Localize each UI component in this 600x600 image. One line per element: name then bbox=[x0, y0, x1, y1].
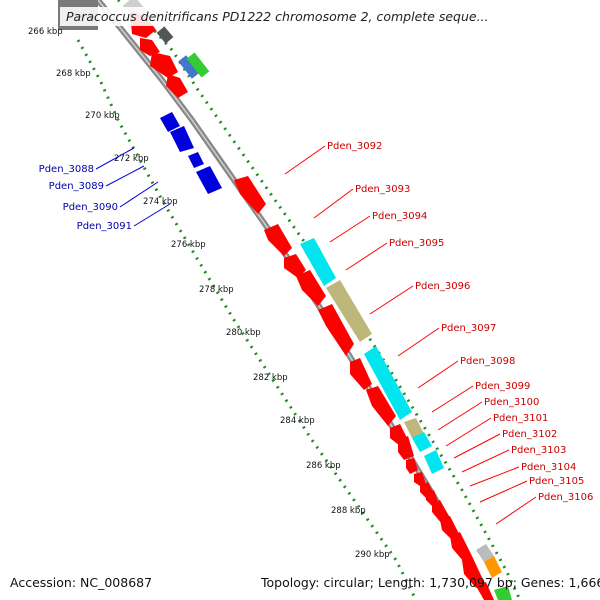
accession-text: Accession: NC_008687 bbox=[10, 575, 153, 590]
gene-label-leader bbox=[119, 181, 159, 208]
gene-top-3 bbox=[150, 52, 178, 78]
inner-tick-ring bbox=[76, 39, 418, 600]
tick-label: 274 kbp bbox=[143, 197, 178, 207]
gene-3102 bbox=[414, 472, 426, 486]
gene-label-forward: Pden_3097 bbox=[441, 323, 496, 334]
forward-genes bbox=[130, 12, 494, 600]
tick-label: 270 kbp bbox=[85, 111, 120, 121]
gene-label-forward: Pden_3104 bbox=[521, 462, 576, 473]
tick-label: 278 kbp bbox=[199, 285, 234, 295]
tick-label: 268 kbp bbox=[56, 69, 91, 79]
tick-label: 286 kbp bbox=[306, 461, 341, 471]
gene-3089 bbox=[170, 126, 194, 152]
gene-3094 bbox=[284, 254, 306, 278]
gene-label-leader bbox=[345, 242, 388, 271]
feature-blue-top bbox=[178, 55, 200, 79]
gene-3101 bbox=[406, 458, 418, 474]
gene-label-leader bbox=[431, 385, 474, 413]
tick-label: 266 kbp bbox=[28, 27, 63, 37]
gene-label-forward: Pden_3102 bbox=[502, 429, 557, 440]
gene-3104 bbox=[426, 490, 438, 506]
gene-3098 bbox=[366, 386, 396, 426]
feature-darkgray-top bbox=[156, 26, 174, 44]
gene-3100 bbox=[398, 436, 414, 460]
gene-label-leader bbox=[437, 401, 483, 431]
gray-feature-bottom bbox=[476, 544, 494, 562]
tick-label: 290 kbp bbox=[355, 550, 390, 560]
gene-label-leader bbox=[369, 285, 414, 315]
gene-label-forward: Pden_3099 bbox=[475, 381, 530, 392]
tick-label: 284 kbp bbox=[280, 416, 315, 426]
gene-top-2 bbox=[140, 38, 160, 56]
gene-label-leader bbox=[479, 480, 528, 503]
outer-features bbox=[300, 238, 512, 600]
gene-3093 bbox=[264, 224, 292, 256]
gene-bottom-2 bbox=[462, 556, 484, 588]
cyan-feature-1 bbox=[300, 238, 336, 286]
gene-bottom-3 bbox=[476, 582, 494, 600]
gene-label-forward: Pden_3100 bbox=[484, 397, 539, 408]
backbone bbox=[95, 0, 493, 600]
gene-3096 bbox=[318, 304, 354, 356]
gene-label-forward: Pden_3095 bbox=[389, 238, 444, 249]
gene-label-leader bbox=[417, 360, 459, 389]
tick-label: 288 kbp bbox=[331, 506, 366, 516]
gene-label-forward: Pden_3096 bbox=[415, 281, 470, 292]
gene-label-reverse: Pden_3088 bbox=[39, 164, 94, 175]
cyan-feature-2 bbox=[364, 346, 412, 420]
gene-label-leader bbox=[329, 215, 371, 243]
gene-label-leader bbox=[397, 327, 440, 357]
gene-label-reverse: Pden_3090 bbox=[63, 202, 118, 213]
tick-label: 276 kbp bbox=[171, 240, 206, 250]
gene-label-forward: Pden_3098 bbox=[460, 356, 515, 367]
gene-label-forward: Pden_3092 bbox=[327, 141, 382, 152]
gene-label-leader bbox=[95, 147, 135, 170]
gene-label-leader bbox=[453, 433, 501, 459]
gene-label-leader bbox=[445, 417, 492, 447]
tick-label: 280 kbp bbox=[226, 328, 261, 338]
gene-label-forward: Pden_3094 bbox=[372, 211, 427, 222]
gene-3091 bbox=[196, 166, 222, 194]
gene-labels: Pden_3092 Pden_3093 Pden_3094 Pden_3095 Pden… bbox=[39, 141, 593, 525]
gene-label-forward: Pden_3105 bbox=[529, 476, 584, 487]
reverse-genes bbox=[160, 112, 222, 194]
cyan-feature-4 bbox=[424, 450, 444, 474]
gene-label-reverse: Pden_3091 bbox=[77, 221, 132, 232]
gene-label-reverse: Pden_3089 bbox=[49, 181, 104, 192]
gene-label-forward: Pden_3093 bbox=[355, 184, 410, 195]
gene-bottom-1 bbox=[450, 532, 472, 562]
topology-summary: Topology: circular; Length: 1,730,097 bp… bbox=[261, 575, 600, 590]
gene-3090 bbox=[188, 152, 204, 168]
gene-label-leader bbox=[313, 188, 354, 219]
orange-feature-bottom bbox=[484, 556, 502, 578]
tick-label: 282 kbp bbox=[253, 373, 288, 383]
map-title: Paracoccus denitrificans PD1222 chromoso… bbox=[60, 7, 592, 26]
gene-label-leader bbox=[133, 203, 171, 227]
cyan-feature-3 bbox=[412, 432, 432, 452]
tick-labels: 266 kbp 268 kbp 270 kbp 272 kbp 274 kbp 276 k… bbox=[28, 27, 390, 560]
gene-3092 bbox=[234, 176, 266, 214]
gene-3097 bbox=[350, 358, 372, 390]
gene-label-forward: Pden_3103 bbox=[511, 445, 566, 456]
gene-label-leader bbox=[105, 165, 145, 187]
gene-3088 bbox=[160, 112, 180, 132]
gene-label-leader bbox=[469, 466, 520, 487]
gene-3095 bbox=[296, 270, 326, 306]
gene-label-leader bbox=[461, 449, 510, 473]
khaki-feature-2 bbox=[404, 418, 424, 438]
tick-label: 272 kbp bbox=[114, 154, 149, 164]
gene-label-leader bbox=[284, 145, 326, 175]
backbone-highlight bbox=[97, 0, 491, 600]
gene-label-forward: Pden_3106 bbox=[538, 492, 593, 503]
gene-label-leader bbox=[495, 496, 537, 525]
outer-tick-ring bbox=[117, 0, 522, 600]
gene-label-forward: Pden_3101 bbox=[493, 413, 548, 424]
gene-top-4 bbox=[166, 74, 188, 98]
khaki-feature-1 bbox=[326, 280, 372, 342]
feature-green-top bbox=[186, 52, 210, 78]
green-feature-bottom bbox=[494, 586, 512, 600]
